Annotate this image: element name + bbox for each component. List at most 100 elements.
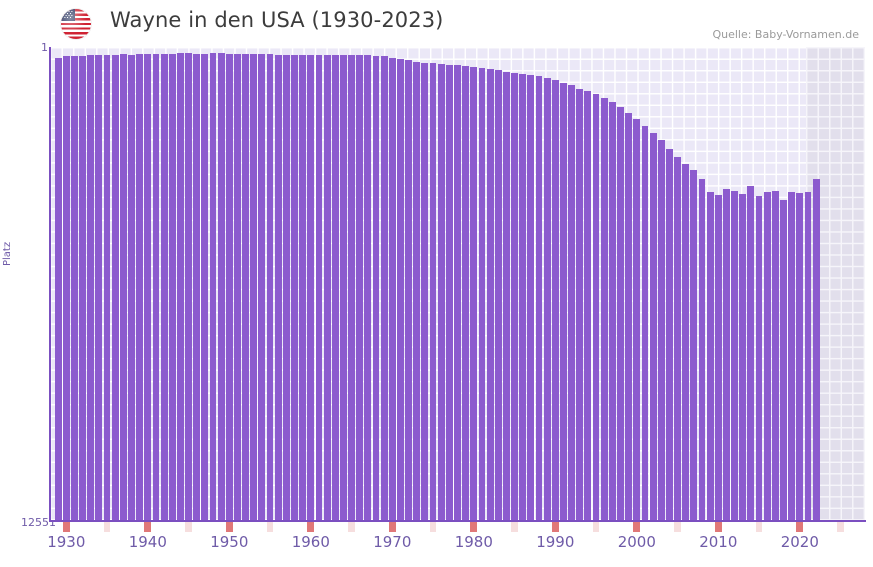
- bar[interactable]: [250, 54, 258, 520]
- bar[interactable]: [372, 55, 380, 520]
- bar[interactable]: [478, 68, 486, 520]
- bar[interactable]: [185, 53, 192, 520]
- bar[interactable]: [812, 179, 820, 520]
- bar[interactable]: [421, 62, 429, 520]
- bar[interactable]: [649, 132, 657, 520]
- bar[interactable]: [511, 72, 518, 520]
- bar[interactable]: [242, 53, 250, 520]
- bar[interactable]: [723, 189, 730, 520]
- bar[interactable]: [771, 190, 779, 520]
- bar[interactable]: [486, 69, 494, 520]
- bar[interactable]: [429, 63, 437, 520]
- bar[interactable]: [682, 164, 690, 520]
- bar[interactable]: [494, 70, 502, 520]
- bar[interactable]: [144, 53, 152, 520]
- x-axis-label: 1990: [536, 533, 575, 551]
- bar[interactable]: [519, 73, 527, 520]
- bar[interactable]: [731, 191, 739, 520]
- chart-header: Wayne in den USA (1930-2023) Quelle: Bab…: [0, 0, 873, 46]
- bar[interactable]: [600, 97, 608, 520]
- bar[interactable]: [282, 54, 290, 520]
- y-axis-line: [49, 47, 51, 521]
- bar[interactable]: [307, 55, 315, 520]
- bar[interactable]: [413, 61, 421, 520]
- bar[interactable]: [576, 88, 584, 520]
- bar[interactable]: [551, 80, 559, 520]
- bar[interactable]: [291, 54, 298, 520]
- bar[interactable]: [755, 195, 763, 520]
- bar[interactable]: [152, 54, 160, 520]
- bar[interactable]: [201, 53, 209, 520]
- bar[interactable]: [258, 54, 266, 520]
- bar[interactable]: [266, 54, 274, 520]
- bar[interactable]: [388, 57, 396, 520]
- bar[interactable]: [592, 94, 600, 520]
- bar[interactable]: [674, 156, 681, 520]
- bar[interactable]: [690, 170, 698, 520]
- bar[interactable]: [698, 178, 706, 520]
- bar[interactable]: [339, 54, 347, 520]
- bar[interactable]: [780, 199, 787, 520]
- bar[interactable]: [584, 91, 592, 520]
- bar[interactable]: [299, 55, 307, 520]
- bar[interactable]: [193, 53, 201, 520]
- bar[interactable]: [62, 56, 70, 520]
- bar[interactable]: [641, 126, 649, 520]
- bar[interactable]: [176, 53, 184, 520]
- bar[interactable]: [502, 71, 510, 520]
- bar[interactable]: [397, 59, 404, 520]
- bar[interactable]: [54, 57, 62, 520]
- bar[interactable]: [568, 85, 576, 520]
- bar[interactable]: [168, 54, 176, 520]
- bar[interactable]: [527, 75, 535, 520]
- bar[interactable]: [380, 56, 388, 520]
- bar[interactable]: [543, 77, 551, 520]
- bar[interactable]: [71, 55, 78, 520]
- bar[interactable]: [788, 191, 796, 520]
- bar[interactable]: [405, 60, 413, 520]
- bar[interactable]: [560, 83, 567, 520]
- bar[interactable]: [470, 67, 478, 520]
- bar[interactable]: [763, 191, 771, 520]
- x-axis-ticks: [50, 522, 865, 532]
- bar[interactable]: [796, 193, 804, 520]
- bar[interactable]: [714, 195, 722, 520]
- bar[interactable]: [462, 66, 470, 520]
- bar[interactable]: [445, 64, 453, 520]
- bar[interactable]: [364, 55, 372, 520]
- bar[interactable]: [657, 139, 665, 520]
- bar[interactable]: [625, 112, 633, 520]
- bar[interactable]: [804, 191, 812, 520]
- bar[interactable]: [217, 53, 225, 520]
- bar[interactable]: [274, 54, 282, 520]
- bar[interactable]: [348, 54, 355, 520]
- bar[interactable]: [608, 101, 616, 520]
- bar[interactable]: [103, 55, 111, 520]
- bar[interactable]: [739, 193, 747, 520]
- bar[interactable]: [665, 149, 673, 520]
- x-tick-minor: [755, 522, 763, 532]
- bar[interactable]: [234, 53, 241, 520]
- bar[interactable]: [706, 192, 714, 520]
- bar[interactable]: [111, 54, 119, 520]
- bar[interactable]: [79, 56, 87, 520]
- bar[interactable]: [617, 106, 624, 520]
- bar[interactable]: [747, 186, 755, 520]
- bar[interactable]: [128, 54, 135, 520]
- bar[interactable]: [225, 53, 233, 520]
- bar[interactable]: [136, 54, 144, 520]
- bar[interactable]: [315, 55, 323, 520]
- bar[interactable]: [95, 55, 103, 520]
- bar[interactable]: [437, 64, 445, 520]
- bar[interactable]: [160, 54, 168, 520]
- bar[interactable]: [209, 53, 217, 520]
- bar[interactable]: [356, 54, 364, 520]
- bar[interactable]: [454, 65, 461, 520]
- x-tick-major: [225, 522, 233, 532]
- bar[interactable]: [331, 55, 339, 520]
- bar[interactable]: [535, 76, 543, 520]
- bar[interactable]: [323, 55, 331, 520]
- bar[interactable]: [87, 55, 95, 520]
- bar[interactable]: [119, 54, 127, 520]
- bar[interactable]: [633, 119, 641, 520]
